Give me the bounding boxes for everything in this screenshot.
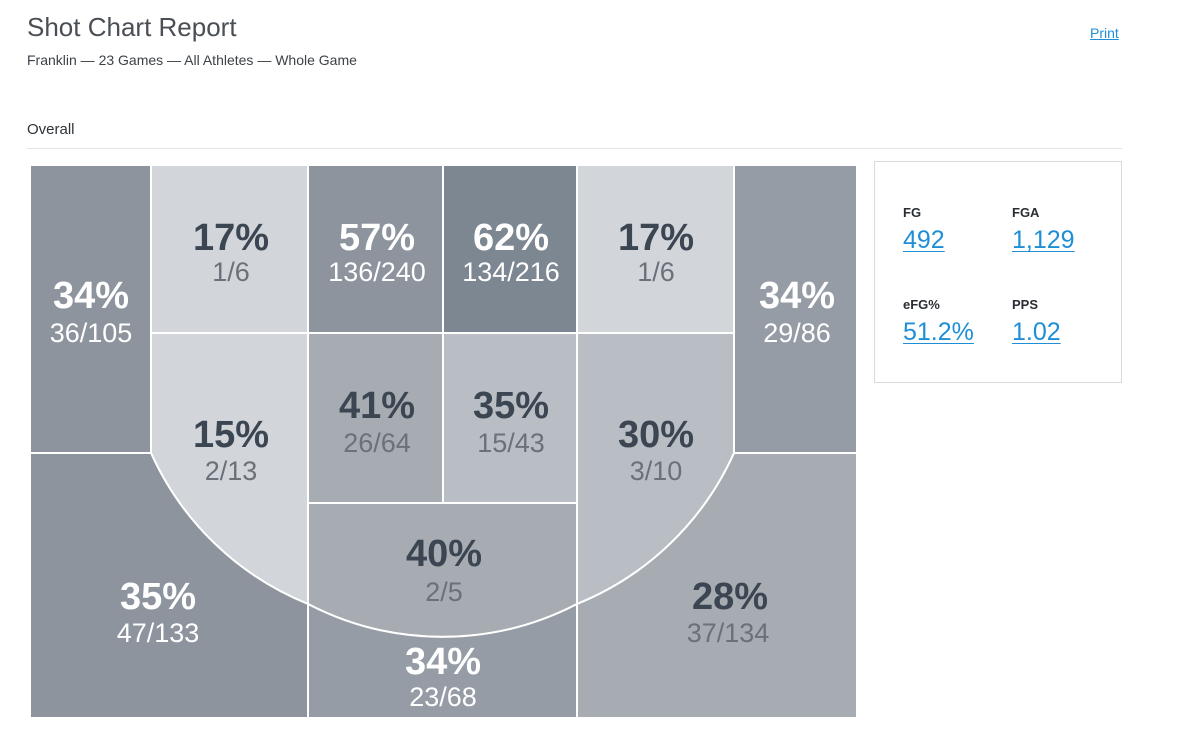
- zone-ratio-left-paint-low: 136/240: [328, 257, 426, 287]
- stat-efg: eFG% 51.2%: [903, 297, 974, 347]
- zone-pct-top-three: 34%: [405, 641, 481, 683]
- stat-pps-value-link[interactable]: 1.02: [1012, 318, 1061, 346]
- zone-ratio-right-corner: 29/86: [763, 318, 831, 348]
- zone-pct-right-baseline-mid: 17%: [618, 217, 694, 259]
- zone-pct-left-wing-three: 35%: [120, 576, 196, 618]
- report-filters-subtitle: Franklin — 23 Games — All Athletes — Who…: [27, 52, 357, 68]
- stat-pps-label: PPS: [1012, 297, 1039, 312]
- zone-pct-right-wing-three: 28%: [692, 576, 768, 618]
- zone-top-three[interactable]: [307, 602, 578, 719]
- zone-ratio-left-baseline-mid: 1/6: [212, 257, 250, 287]
- stat-fga-label: FGA: [1012, 205, 1040, 220]
- section-divider: [27, 148, 1122, 149]
- stat-fg-label: FG: [903, 205, 922, 220]
- shooting-stats-panel: FG 492 FGA 1,129 eFG% 51.2% PPS 1.02: [874, 161, 1122, 383]
- zone-ratio-top-key: 2/5: [425, 577, 463, 607]
- zone-left-paint-low[interactable]: [307, 164, 444, 334]
- zone-ratio-left-corner: 36/105: [50, 318, 133, 348]
- stat-efg-value-link[interactable]: 51.2%: [903, 318, 974, 346]
- zone-ratio-left-paint-high: 26/64: [343, 428, 411, 458]
- zone-pct-left-corner: 34%: [53, 275, 129, 317]
- zone-ratio-left-wing-three: 47/133: [117, 618, 200, 648]
- zone-ratio-right-baseline-mid: 1/6: [637, 257, 675, 287]
- zone-pct-left-elbow-mid: 15%: [193, 414, 269, 456]
- zone-pct-left-baseline-mid: 17%: [193, 217, 269, 259]
- stat-fg: FG 492: [903, 205, 945, 255]
- stat-fga: FGA 1,129: [1012, 205, 1075, 255]
- zone-ratio-right-paint-low: 134/216: [462, 257, 560, 287]
- zone-right-baseline-mid[interactable]: [576, 164, 735, 334]
- zone-pct-left-paint-high: 41%: [339, 385, 415, 427]
- zone-ratio-top-three: 23/68: [409, 682, 477, 712]
- stat-pps: PPS 1.02: [1012, 297, 1061, 347]
- zone-right-corner[interactable]: [733, 164, 858, 454]
- zone-pct-right-corner: 34%: [759, 275, 835, 317]
- zone-right-paint-high[interactable]: [442, 332, 578, 504]
- zone-pct-right-elbow-mid: 30%: [618, 414, 694, 456]
- stat-efg-label: eFG%: [903, 297, 940, 312]
- zone-right-wing-three[interactable]: [576, 452, 858, 719]
- stat-fga-value-link[interactable]: 1,129: [1012, 226, 1075, 254]
- zone-pct-left-paint-low: 57%: [339, 217, 415, 259]
- zone-ratio-left-elbow-mid: 2/13: [205, 456, 258, 486]
- zone-right-paint-low[interactable]: [442, 164, 578, 334]
- zone-pct-right-paint-low: 62%: [473, 217, 549, 259]
- zone-left-paint-high[interactable]: [307, 332, 444, 504]
- zone-left-baseline-mid[interactable]: [150, 164, 309, 334]
- zone-pct-right-paint-high: 35%: [473, 385, 549, 427]
- shot-chart-court: 34% 36/105 17% 1/6 57% 136/240 62% 134/2…: [29, 164, 858, 719]
- page-title: Shot Chart Report: [27, 12, 237, 42]
- zone-ratio-right-elbow-mid: 3/10: [630, 456, 683, 486]
- zone-pct-top-key: 40%: [406, 533, 482, 575]
- zone-ratio-right-wing-three: 37/134: [687, 618, 770, 648]
- print-link[interactable]: Print: [1090, 25, 1119, 41]
- stat-fg-value-link[interactable]: 492: [903, 226, 945, 254]
- section-label-overall: Overall: [27, 121, 75, 138]
- zone-ratio-right-paint-high: 15/43: [477, 428, 545, 458]
